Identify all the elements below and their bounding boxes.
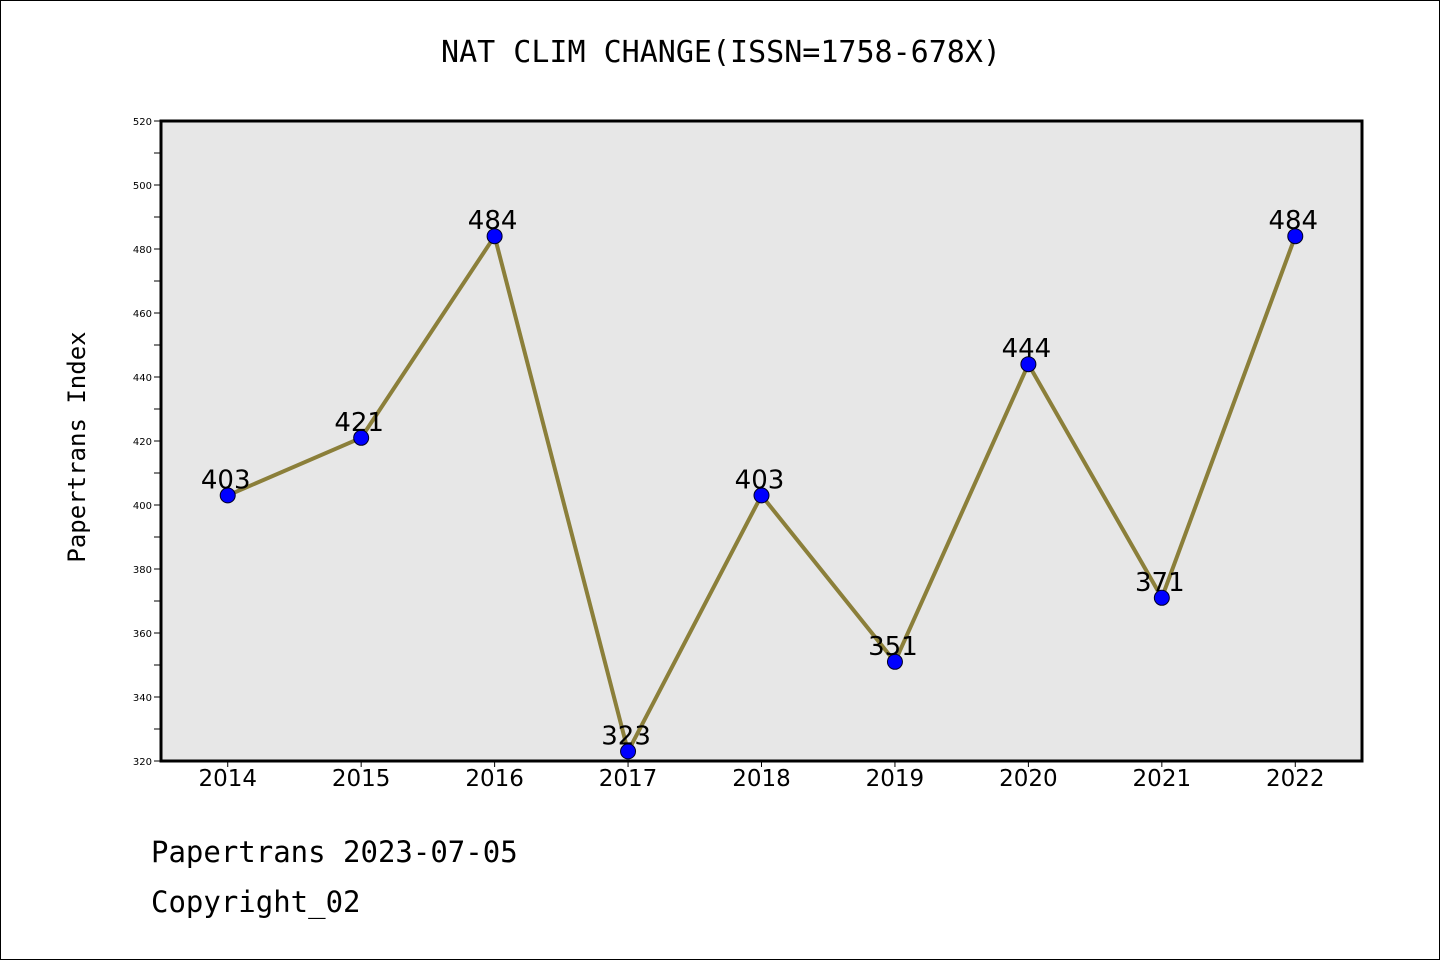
x-tick-label: 2015 [332, 766, 391, 792]
x-axis: 2014 2015 2016 2017 2018 2019 2020 2021 2022 [198, 761, 1325, 792]
data-label: 444 [1002, 334, 1052, 364]
plot-area [159, 119, 1364, 763]
y-tick-label: 380 [133, 565, 152, 576]
y-tick-label: 520 [133, 117, 152, 128]
footer-copyright: Copyright_02 [151, 885, 361, 919]
data-point [886, 653, 903, 670]
y-tick-label: 420 [133, 437, 152, 448]
data-point [1287, 228, 1304, 245]
series-layer [219, 228, 1304, 760]
x-tick-label: 2016 [465, 766, 524, 792]
y-tick-label: 480 [133, 245, 152, 256]
x-tick-label: 2021 [1133, 766, 1192, 792]
x-tick-label: 2022 [1266, 766, 1325, 792]
data-label: 371 [1135, 568, 1185, 598]
x-tick-label: 2017 [599, 766, 658, 792]
x-tick-label: 2014 [198, 766, 257, 792]
data-label-layer: 403 421 484 323 403 351 444 371 484 [201, 206, 1318, 751]
y-tick-label: 400 [133, 501, 152, 512]
data-point [353, 429, 370, 446]
footer-date: Papertrans 2023-07-05 [151, 835, 518, 869]
data-label: 403 [735, 465, 785, 495]
data-label: 351 [868, 632, 918, 662]
data-point [620, 743, 637, 760]
data-point [486, 228, 503, 245]
data-label: 403 [201, 465, 251, 495]
y-tick-label: 500 [133, 181, 152, 192]
data-label: 484 [468, 206, 518, 236]
y-tick-label: 340 [133, 693, 152, 704]
data-label: 421 [334, 408, 384, 438]
y-tick-label: 460 [133, 309, 152, 320]
y-tick-label: 360 [133, 629, 152, 640]
x-tick-label: 2020 [999, 766, 1058, 792]
data-point [219, 487, 236, 504]
data-point [1153, 589, 1170, 606]
data-label: 484 [1268, 206, 1318, 236]
y-axis-label: Papertrans Index [63, 331, 91, 562]
x-tick-label: 2018 [732, 766, 791, 792]
data-point [753, 487, 770, 504]
data-point [1020, 356, 1037, 373]
y-tick-label: 320 [133, 757, 152, 768]
y-axis: 320 340 360 380 400 420 440 460 480 500 520 [133, 117, 161, 768]
chart-title: NAT CLIM CHANGE(ISSN=1758-678X) [441, 35, 1001, 70]
x-tick-label: 2019 [866, 766, 925, 792]
y-tick-label: 440 [133, 373, 152, 384]
data-label: 323 [601, 721, 651, 751]
